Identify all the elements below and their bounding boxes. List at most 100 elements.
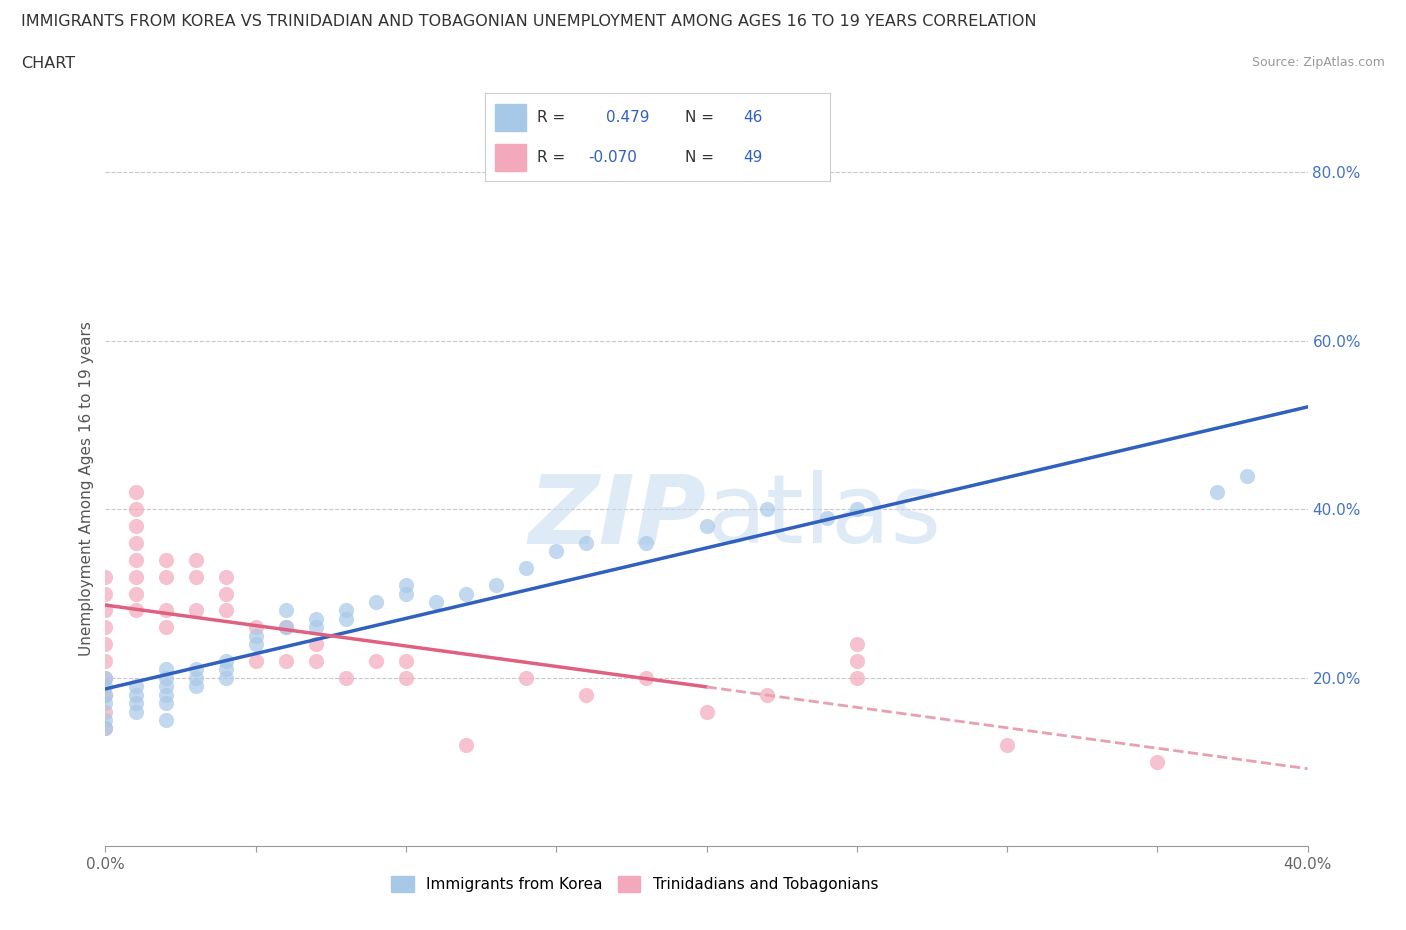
- Point: [515, 561, 537, 576]
- Point: [1206, 485, 1229, 500]
- Point: [515, 671, 537, 685]
- Point: [214, 603, 236, 618]
- Point: [94, 619, 117, 634]
- Point: [155, 687, 177, 702]
- Point: [755, 502, 778, 517]
- Text: 49: 49: [744, 150, 763, 165]
- Point: [755, 687, 778, 702]
- Point: [184, 603, 207, 618]
- Point: [845, 654, 868, 669]
- Point: [94, 637, 117, 652]
- Point: [124, 569, 146, 584]
- Point: [94, 586, 117, 601]
- Point: [94, 603, 117, 618]
- Text: CHART: CHART: [21, 56, 75, 71]
- Text: N =: N =: [685, 150, 714, 165]
- Point: [155, 619, 177, 634]
- Point: [155, 603, 177, 618]
- Point: [124, 704, 146, 719]
- Point: [94, 569, 117, 584]
- Point: [335, 671, 357, 685]
- Point: [124, 519, 146, 534]
- Point: [845, 671, 868, 685]
- Point: [94, 654, 117, 669]
- Point: [425, 594, 447, 609]
- Point: [1146, 754, 1168, 769]
- Point: [245, 637, 267, 652]
- Y-axis label: Unemployment Among Ages 16 to 19 years: Unemployment Among Ages 16 to 19 years: [79, 321, 94, 656]
- Point: [245, 629, 267, 644]
- Point: [155, 552, 177, 567]
- Point: [184, 569, 207, 584]
- Point: [155, 712, 177, 727]
- Point: [395, 654, 418, 669]
- Point: [124, 536, 146, 551]
- Point: [454, 586, 477, 601]
- Text: Source: ZipAtlas.com: Source: ZipAtlas.com: [1251, 56, 1385, 69]
- Point: [1236, 468, 1258, 483]
- Point: [184, 679, 207, 694]
- Legend: Immigrants from Korea, Trinidadians and Tobagonians: Immigrants from Korea, Trinidadians and …: [382, 869, 886, 899]
- Point: [94, 687, 117, 702]
- Point: [815, 511, 838, 525]
- Point: [124, 603, 146, 618]
- Point: [94, 671, 117, 685]
- Point: [94, 704, 117, 719]
- Text: R =: R =: [537, 111, 565, 126]
- Text: atlas: atlas: [707, 471, 942, 564]
- Point: [364, 654, 387, 669]
- Point: [124, 552, 146, 567]
- Point: [245, 654, 267, 669]
- Text: -0.070: -0.070: [588, 150, 637, 165]
- Point: [94, 721, 117, 736]
- Point: [184, 662, 207, 677]
- Point: [155, 671, 177, 685]
- Point: [636, 671, 658, 685]
- Point: [94, 712, 117, 727]
- Point: [214, 586, 236, 601]
- Point: [485, 578, 508, 592]
- Point: [575, 687, 598, 702]
- Point: [214, 569, 236, 584]
- Point: [124, 696, 146, 711]
- Text: 46: 46: [744, 111, 763, 126]
- Point: [575, 536, 598, 551]
- Point: [124, 586, 146, 601]
- Text: IMMIGRANTS FROM KOREA VS TRINIDADIAN AND TOBAGONIAN UNEMPLOYMENT AMONG AGES 16 T: IMMIGRANTS FROM KOREA VS TRINIDADIAN AND…: [21, 14, 1036, 29]
- Text: R =: R =: [537, 150, 565, 165]
- Text: 0.479: 0.479: [606, 111, 650, 126]
- Point: [214, 662, 236, 677]
- Point: [184, 552, 207, 567]
- Point: [124, 687, 146, 702]
- Point: [395, 578, 418, 592]
- Point: [454, 737, 477, 752]
- Text: ZIP: ZIP: [529, 471, 707, 564]
- Point: [124, 502, 146, 517]
- Point: [274, 654, 297, 669]
- Point: [184, 671, 207, 685]
- FancyBboxPatch shape: [495, 144, 526, 171]
- Point: [274, 619, 297, 634]
- Point: [245, 619, 267, 634]
- Point: [94, 721, 117, 736]
- Point: [395, 586, 418, 601]
- FancyBboxPatch shape: [495, 104, 526, 131]
- Point: [155, 696, 177, 711]
- Point: [335, 611, 357, 626]
- Point: [546, 544, 568, 559]
- Point: [335, 603, 357, 618]
- Point: [214, 654, 236, 669]
- Point: [845, 637, 868, 652]
- Point: [696, 519, 718, 534]
- Point: [395, 671, 418, 685]
- Point: [94, 671, 117, 685]
- Point: [274, 619, 297, 634]
- Point: [94, 696, 117, 711]
- Point: [155, 662, 177, 677]
- Point: [305, 654, 328, 669]
- Point: [305, 637, 328, 652]
- Point: [636, 536, 658, 551]
- Point: [305, 619, 328, 634]
- Point: [155, 679, 177, 694]
- Point: [94, 679, 117, 694]
